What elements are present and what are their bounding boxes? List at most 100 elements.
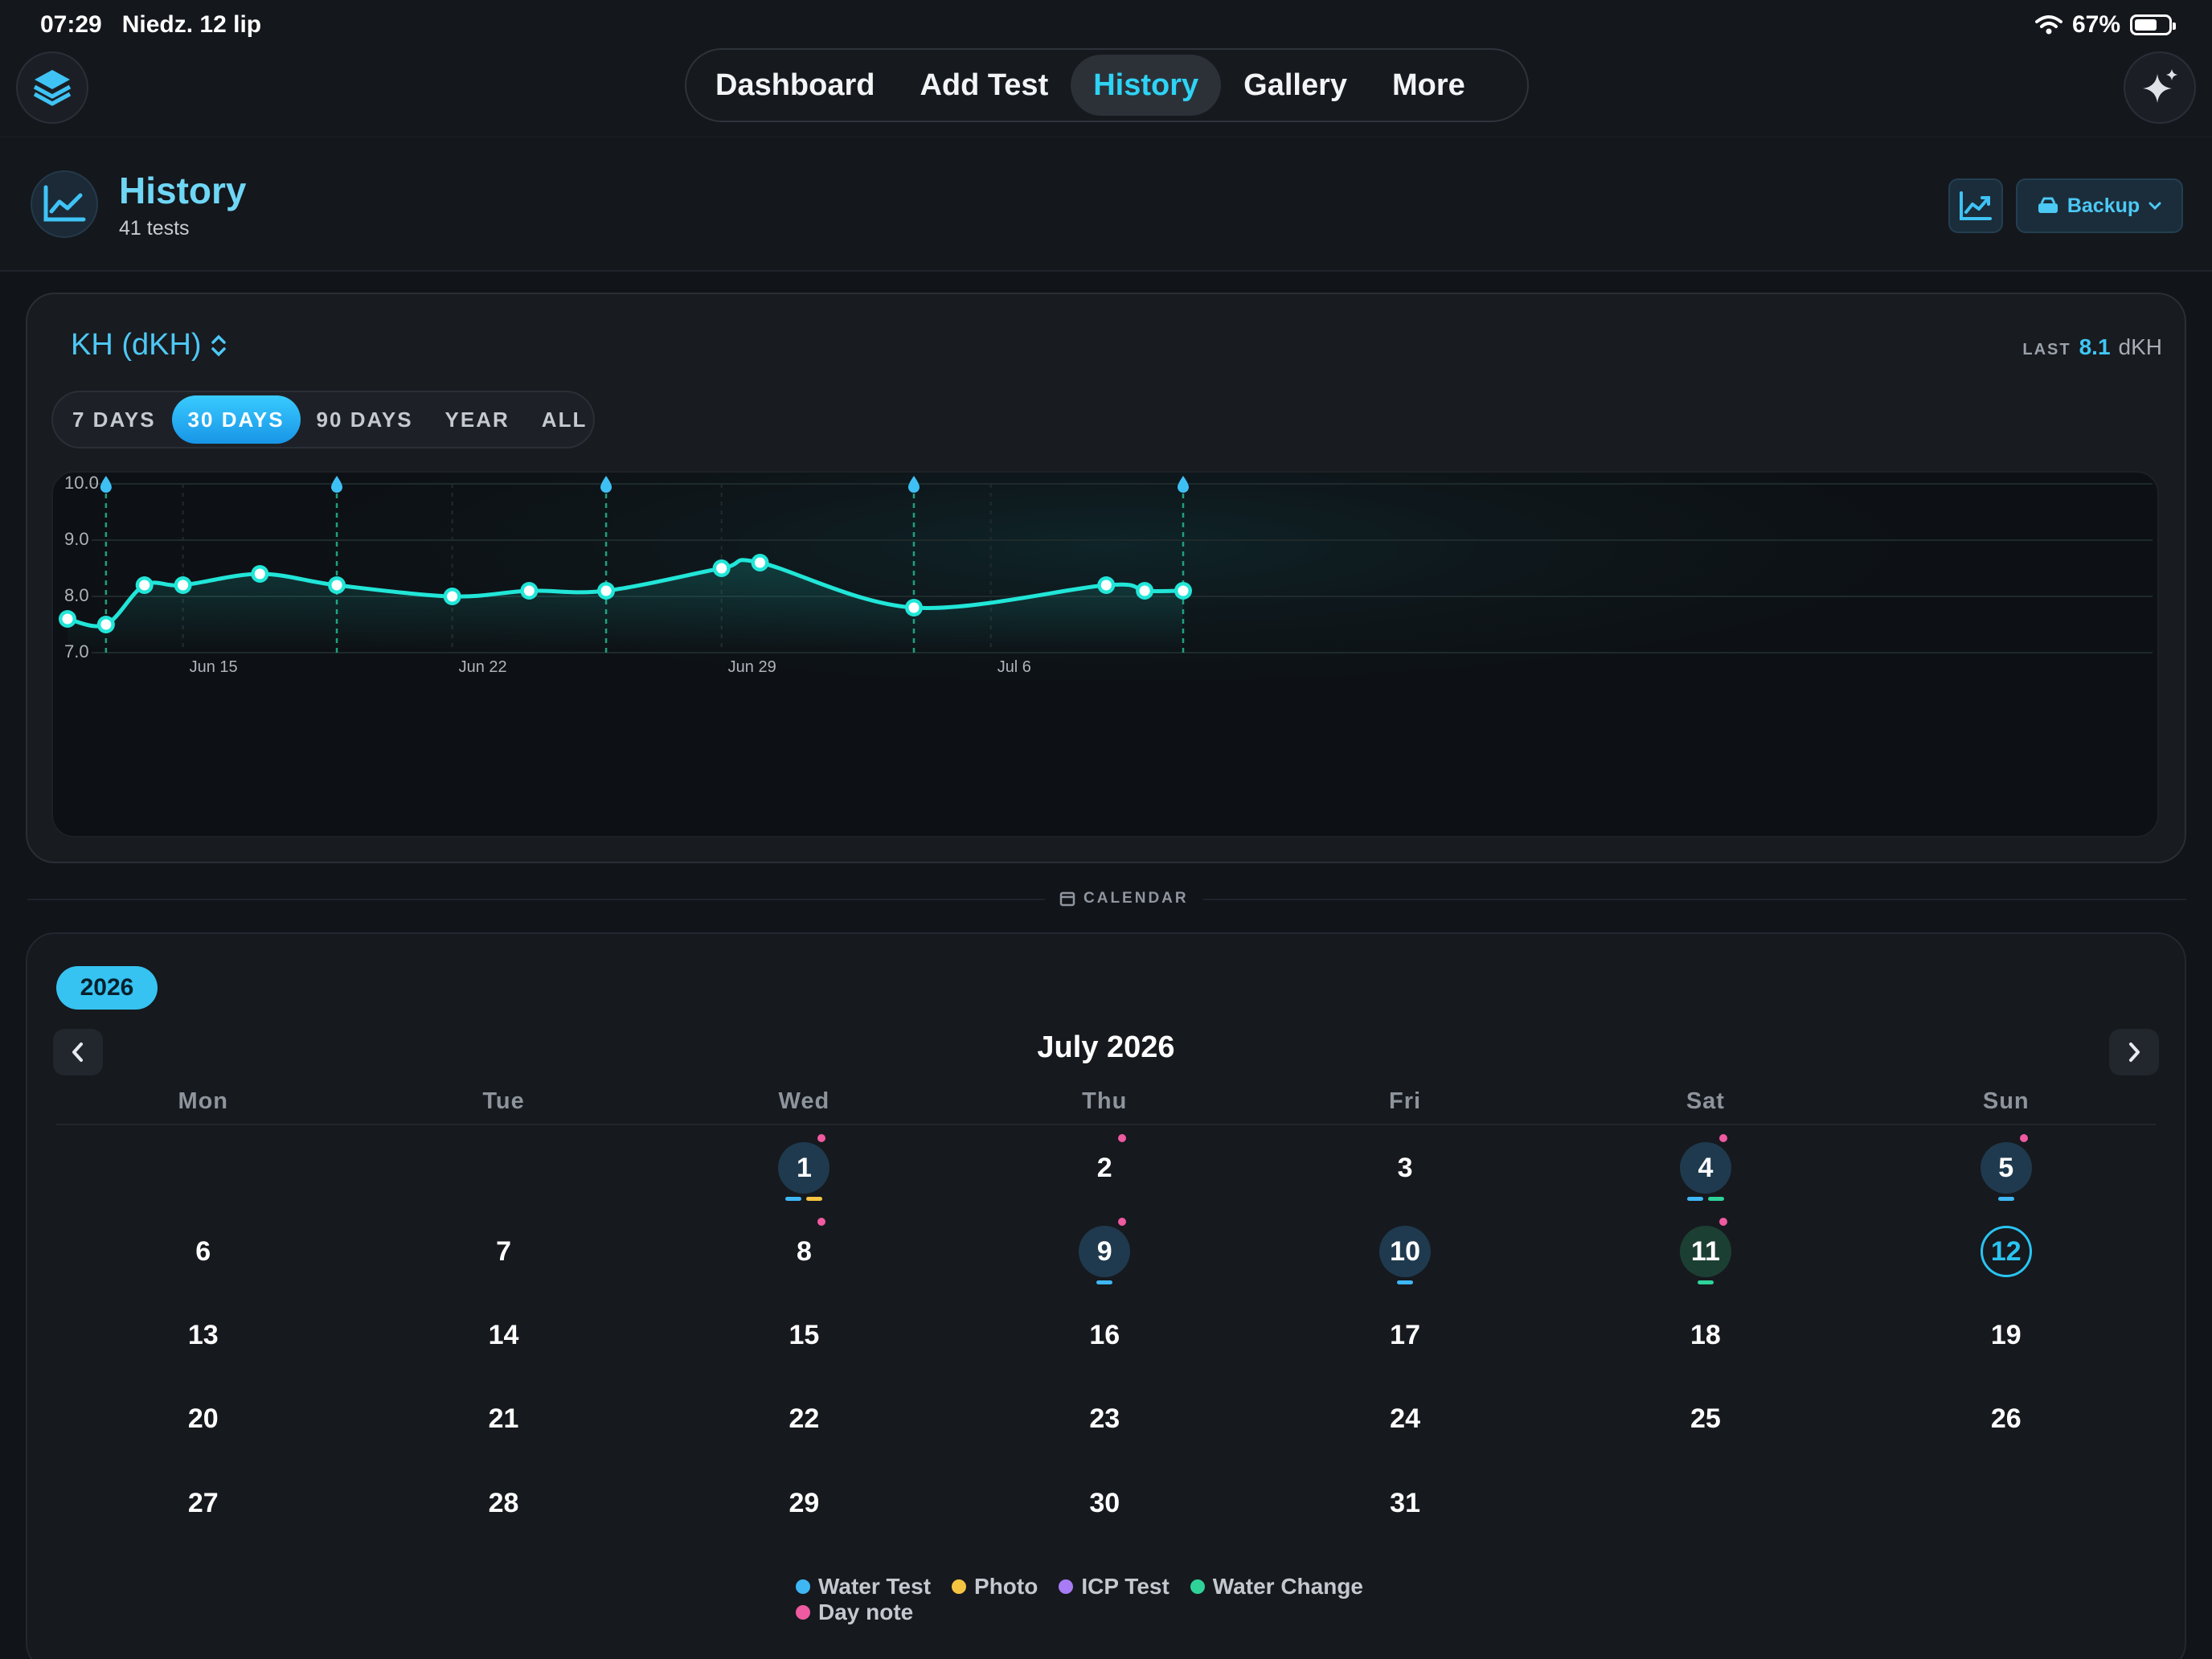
calendar-day[interactable]: 20 [159,1378,248,1461]
year-selector[interactable]: 2026 [56,966,158,1010]
calendar-day[interactable]: 12 [1962,1210,2050,1293]
legend-dot [796,1605,810,1620]
legend-day-note: Day note [796,1600,913,1625]
day-note-dot [1718,1134,1727,1143]
range-year[interactable]: YEAR [444,408,510,432]
calendar-day[interactable]: 7 [460,1210,548,1293]
day-number: 17 [1390,1320,1420,1351]
calendar-day[interactable]: 24 [1361,1378,1449,1461]
weekday-thu: Thu [1082,1088,1128,1114]
data-point-center [1100,580,1112,591]
calendar-day[interactable]: 23 [1060,1378,1149,1461]
event-mark [806,1197,823,1202]
event-mark [1707,1197,1724,1202]
calendar-day[interactable]: 21 [460,1378,548,1461]
range-90-days[interactable]: 90 DAYS [316,408,413,432]
calendar-day[interactable]: 3 [1361,1126,1449,1210]
tab-dashboard[interactable]: Dashboard [715,68,875,102]
calendar-day[interactable]: 5 [1962,1126,2050,1210]
calendar-day[interactable]: 28 [460,1461,548,1545]
calendar-day[interactable]: 29 [760,1461,848,1545]
app-logo-button[interactable] [16,51,88,124]
event-mark [785,1197,802,1202]
day-number: 30 [1089,1487,1120,1518]
calendar-day[interactable]: 22 [760,1378,848,1461]
day-number: 11 [1679,1226,1731,1278]
day-note-dot [1118,1134,1127,1143]
day-number: 1 [778,1142,830,1194]
calendar-day[interactable]: 10 [1361,1210,1449,1293]
sparkles-icon [2143,69,2177,103]
legend-label: Photo [974,1574,1038,1599]
range-30-days[interactable]: 30 DAYS [171,395,301,444]
calendar-day[interactable]: 17 [1361,1294,1449,1378]
chevron-left-icon [72,1043,83,1062]
calendar-day[interactable]: 30 [1060,1461,1149,1545]
calendar-day[interactable]: 26 [1962,1378,2050,1461]
calendar-day[interactable]: 11 [1661,1210,1750,1293]
last-reading: LAST 8.1 dKH [2022,334,2162,360]
calendar-day[interactable]: 19 [1962,1294,2050,1378]
calendar-day[interactable]: 9 [1060,1210,1149,1293]
range-all[interactable]: ALL [541,408,588,432]
tab-history[interactable]: History [1071,55,1222,116]
parameter-selector[interactable]: KH (dKH) [71,328,227,363]
calendar-day[interactable]: 15 [760,1294,848,1378]
chart-view-button[interactable] [1948,178,2003,233]
calendar-day[interactable]: 4 [1661,1126,1750,1210]
weekday-fri: Fri [1389,1088,1422,1114]
day-number: 23 [1089,1403,1120,1435]
trend-chart-icon [1960,191,1992,220]
ai-assistant-button[interactable] [2124,51,2196,124]
day-number: 25 [1690,1403,1721,1435]
calendar-day[interactable]: 25 [1661,1378,1750,1461]
water-drop-icon [1178,476,1189,493]
legend-water-test: Water Test [796,1574,931,1600]
last-unit: dKH [2118,334,2162,359]
event-marks [1361,1280,1449,1285]
data-point-center [178,580,189,591]
tab-more[interactable]: More [1392,68,1465,102]
calendar-day[interactable]: 27 [159,1461,248,1545]
calendar-day[interactable]: 1 [760,1126,848,1210]
series-area [68,559,1183,653]
day-number: 8 [796,1235,812,1267]
calendar-day[interactable]: 13 [159,1294,248,1378]
calendar-day[interactable]: 31 [1361,1461,1449,1545]
calendar-day[interactable]: 8 [760,1210,848,1293]
day-number: 28 [488,1487,519,1518]
line-chart-icon [43,185,86,222]
day-number: 5 [1980,1142,2032,1194]
legend-dot [1190,1579,1205,1594]
data-point-center [331,580,342,591]
calendar-day[interactable]: 6 [159,1210,248,1293]
tab-gallery[interactable]: Gallery [1243,68,1348,102]
chevron-right-icon [2129,1043,2140,1062]
battery-percent: 67% [2071,11,2120,38]
water-drop-icon [100,476,112,493]
day-number: 14 [488,1320,519,1351]
legend-dot [952,1579,967,1594]
legend-label: ICP Test [1081,1574,1169,1599]
backup-button[interactable]: Backup [2016,178,2183,233]
previous-month-button[interactable] [53,1029,103,1075]
next-month-button[interactable] [2109,1029,2159,1075]
calendar-label: CALENDAR [1083,890,1189,907]
calendar-day[interactable]: 2 [1060,1126,1149,1210]
battery-fill [2135,19,2157,31]
range-7-days[interactable]: 7 DAYS [72,408,156,432]
data-point-center [600,585,612,596]
legend-label: Water Test [818,1574,932,1599]
last-value: 8.1 [2079,334,2111,359]
calendar-day[interactable]: 18 [1661,1294,1750,1378]
day-number: 21 [488,1403,519,1435]
calendar-day[interactable]: 16 [1060,1294,1149,1378]
time-range-selector: 7 DAYS 30 DAYS 90 DAYS YEAR ALL [51,391,595,449]
day-number: 15 [789,1320,820,1351]
water-drop-icon [600,476,612,493]
tab-add-test[interactable]: Add Test [920,68,1049,102]
day-number: 4 [1679,1142,1731,1194]
y-tick-label: 7.0 [64,641,89,662]
calendar-day[interactable]: 14 [460,1294,548,1378]
data-point-center [1139,585,1150,596]
